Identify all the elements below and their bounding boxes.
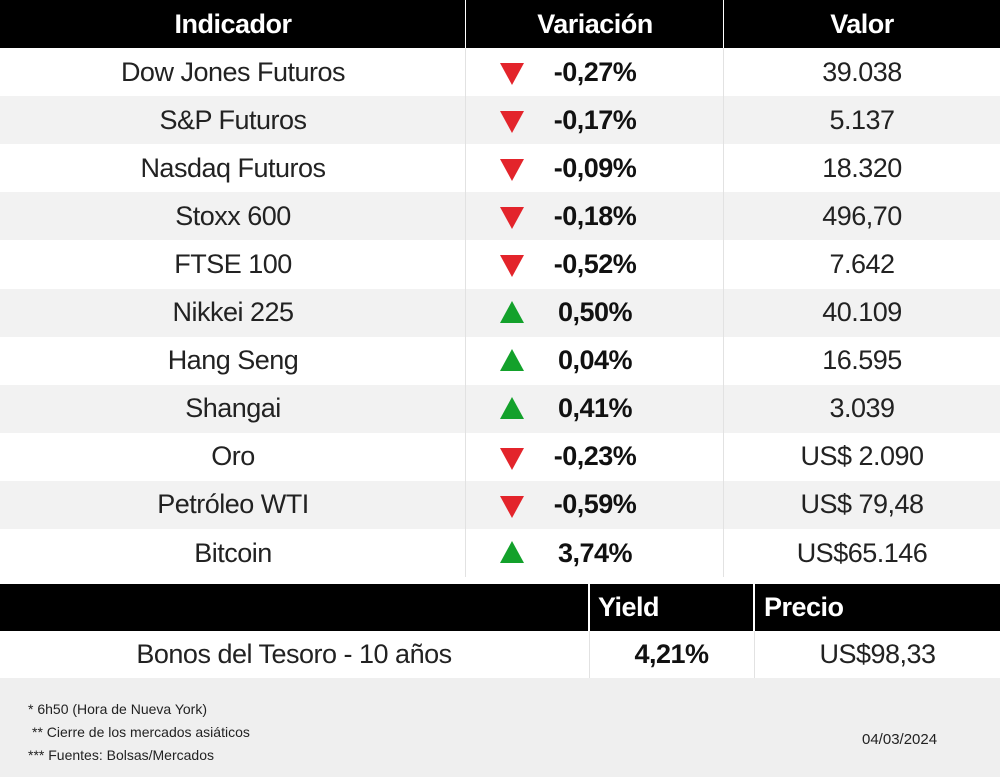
indicator: Petróleo WTI: [157, 489, 309, 520]
footer-note: * 6h50 (Hora de Nueva York): [28, 701, 207, 717]
arrow-shape: [500, 207, 524, 230]
variation: -0,27%: [553, 56, 637, 87]
row-bg: [0, 384, 1000, 433]
indicator: Oro: [211, 441, 255, 472]
footer-note: *** Fuentes: Bolsas/Mercados: [28, 747, 214, 763]
value: 496,70: [822, 200, 902, 231]
variation: -0,09%: [553, 152, 637, 183]
direction-arrow: [500, 159, 524, 182]
row-bg: [0, 432, 1000, 481]
variation: 0,04%: [557, 345, 633, 376]
bond-price: US$98,33: [819, 639, 936, 669]
column-header: Valor: [724, 0, 1000, 48]
value: US$65.146: [796, 537, 928, 568]
column-header: Variación: [466, 0, 724, 48]
header-divider: [723, 0, 724, 48]
row-bg: [0, 240, 1000, 289]
header-divider: [588, 584, 590, 631]
indicator: Stoxx 600: [175, 200, 291, 231]
variation: -0,17%: [553, 104, 637, 135]
row-bg: [0, 96, 1000, 145]
footer-date: 04/03/2024: [862, 731, 938, 748]
column-header: Indicador: [0, 0, 466, 48]
direction-arrow: [500, 207, 524, 230]
row-bg: [0, 336, 1000, 385]
row-bg: [0, 144, 1000, 193]
indicator: Shangai: [185, 393, 281, 424]
column-divider: [723, 48, 724, 578]
row-bg: [0, 192, 1000, 241]
indicator: FTSE 100: [174, 248, 292, 279]
row-bg: [0, 48, 1000, 97]
value: 18.320: [822, 152, 902, 183]
column-header: Yield: [598, 584, 748, 631]
variation: -0,59%: [553, 489, 637, 520]
bond-yield: 4,21%: [634, 639, 709, 669]
bond-label: Bonos del Tesoro - 10 años: [136, 639, 452, 669]
row-bg: [0, 529, 1000, 578]
direction-arrow: [500, 255, 524, 278]
direction-arrow: [500, 396, 524, 419]
variation: 0,41%: [557, 393, 633, 424]
header-divider: [465, 0, 466, 48]
indicator: S&P Futuros: [159, 104, 307, 135]
arrow-shape: [500, 111, 524, 134]
direction-arrow: [500, 495, 524, 518]
value: 7.642: [829, 248, 895, 279]
variation: 0,50%: [557, 297, 633, 328]
direction-arrow: [500, 63, 524, 85]
variation: -0,52%: [553, 248, 637, 279]
direction-arrow: [500, 447, 524, 470]
arrow-shape: [500, 159, 524, 182]
column-divider: [754, 631, 755, 678]
arrow-shape: [500, 348, 524, 371]
footer-bg: [0, 678, 1000, 777]
direction-arrow: [500, 300, 524, 323]
value: US$ 2.090: [800, 441, 924, 472]
direction-arrow: [500, 111, 524, 134]
header-divider: [753, 584, 755, 631]
indicator: Nasdaq Futuros: [140, 152, 326, 183]
indicator: Dow Jones Futuros: [120, 56, 346, 87]
indicator: Bitcoin: [194, 537, 272, 568]
row-bg: [0, 480, 1000, 529]
arrow-shape: [500, 396, 524, 419]
value: US$ 79,48: [800, 489, 924, 520]
variation: -0,18%: [553, 200, 637, 231]
arrow-shape: [500, 495, 524, 518]
indicator: Nikkei 225: [172, 297, 294, 328]
direction-arrow: [500, 541, 524, 563]
value: 40.109: [822, 297, 902, 328]
arrow-shape: [500, 255, 524, 278]
value: 39.038: [822, 56, 902, 87]
column-divider: [465, 48, 466, 578]
row-bg: [0, 288, 1000, 337]
arrow-shape: [500, 63, 524, 85]
variation: 3,74%: [557, 537, 633, 568]
indicator: Hang Seng: [167, 345, 299, 376]
arrow-shape: [500, 541, 524, 563]
column-divider: [589, 631, 590, 678]
arrow-shape: [500, 447, 524, 470]
value: 5.137: [829, 104, 895, 135]
arrow-shape: [500, 300, 524, 323]
variation: -0,23%: [553, 441, 637, 472]
direction-arrow: [500, 348, 524, 371]
value: 16.595: [822, 345, 902, 376]
column-header: Precio: [764, 584, 964, 631]
footer-note: ** Cierre de los mercados asiáticos: [32, 724, 250, 740]
value: 3.039: [829, 393, 895, 424]
